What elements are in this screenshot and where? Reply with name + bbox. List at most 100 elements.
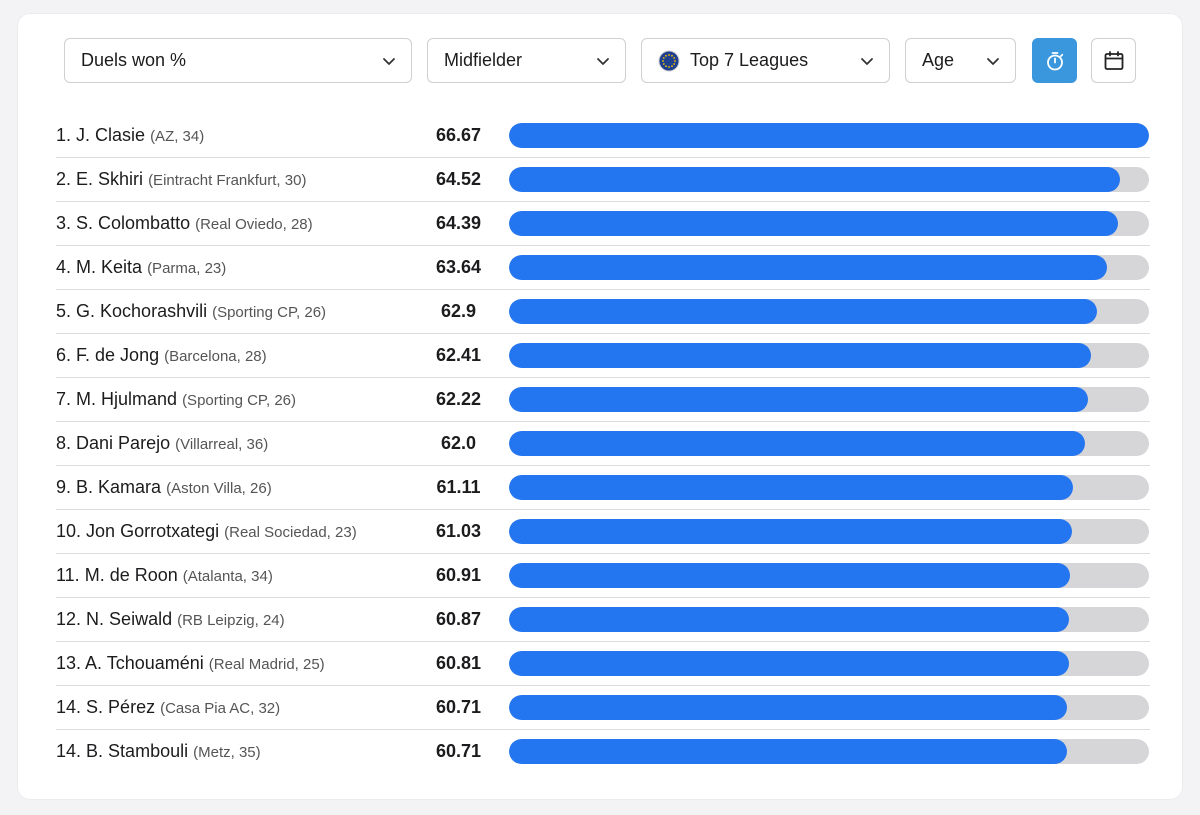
value-bar-fill (509, 255, 1108, 280)
player-name-cell: 5. G. Kochorashvili (Sporting CP, 26) (56, 290, 326, 333)
player-row[interactable]: 8. Dani Parejo (Villarreal, 36) 62.0 (56, 422, 1150, 466)
player-name: B. Stambouli (86, 741, 189, 761)
player-row[interactable]: 13. A. Tchouaméni (Real Madrid, 25) 60.81 (56, 642, 1150, 686)
player-value: 60.81 (435, 653, 482, 673)
value-bar-track (509, 651, 1149, 676)
filter-toolbar: Duels won % Midfielder Top 7 Leagues Age (18, 14, 1182, 114)
value-bar-track (509, 255, 1149, 280)
position-select[interactable]: Midfielder (427, 38, 626, 83)
player-rank: 14. (56, 741, 82, 761)
player-row[interactable]: 3. S. Colombatto (Real Oviedo, 28) 64.39 (56, 202, 1150, 246)
player-name: Jon Gorrotxategi (86, 521, 220, 541)
value-bar-fill (509, 431, 1085, 456)
player-rank: 7. (56, 389, 72, 409)
player-value: 61.03 (435, 521, 482, 541)
player-value: 63.64 (435, 257, 482, 277)
player-row[interactable]: 12. N. Seiwald (RB Leipzig, 24) 60.87 (56, 598, 1150, 642)
value-bar-track (509, 695, 1149, 720)
timer-button[interactable] (1032, 38, 1077, 83)
player-name-cell: 4. M. Keita (Parma, 23) (56, 246, 226, 289)
leaderboard-card: Duels won % Midfielder Top 7 Leagues Age (18, 14, 1182, 799)
player-name-cell: 12. N. Seiwald (RB Leipzig, 24) (56, 598, 285, 641)
value-bar-track (509, 607, 1149, 632)
metric-select-value: Duels won % (81, 50, 187, 70)
player-name-cell: 3. S. Colombatto (Real Oviedo, 28) (56, 202, 313, 245)
player-name-cell: 10. Jon Gorrotxategi (Real Sociedad, 23) (56, 510, 357, 553)
sort-select-value: Age (922, 50, 955, 70)
player-row[interactable]: 5. G. Kochorashvili (Sporting CP, 26) 62.9 (56, 290, 1150, 334)
player-name-cell: 11. M. de Roon (Atalanta, 34) (56, 554, 273, 597)
player-row[interactable]: 11. M. de Roon (Atalanta, 34) 60.91 (56, 554, 1150, 598)
stopwatch-icon (1046, 51, 1063, 70)
player-name-cell: 7. M. Hjulmand (Sporting CP, 26) (56, 378, 296, 421)
value-bar-track (509, 563, 1149, 588)
player-rank: 6. (56, 345, 72, 365)
sort-select[interactable]: Age (905, 38, 1016, 83)
player-value: 60.71 (435, 697, 482, 717)
player-club-age: (Parma, 23) (147, 260, 227, 277)
player-row[interactable]: 6. F. de Jong (Barcelona, 28) 62.41 (56, 334, 1150, 378)
player-club-age: (Sporting CP, 26) (212, 304, 327, 321)
player-rank: 11. (56, 565, 80, 585)
player-value: 60.91 (435, 565, 482, 585)
player-club-age: (Aston Villa, 26) (166, 480, 272, 497)
value-bar-fill (509, 299, 1098, 324)
player-row[interactable]: 10. Jon Gorrotxategi (Real Sociedad, 23) 6… (56, 510, 1150, 554)
chevron-down-icon (383, 58, 395, 65)
league-select[interactable]: Top 7 Leagues (641, 38, 890, 83)
player-row[interactable]: 1. J. Clasie (AZ, 34) 66.67 (56, 114, 1150, 158)
player-name: S. Colombatto (76, 213, 191, 233)
player-row[interactable]: 14. B. Stambouli (Metz, 35) 60.71 (56, 730, 1150, 774)
player-name: M. Hjulmand (76, 389, 178, 409)
value-bar-fill (509, 123, 1149, 148)
value-bar-fill (509, 651, 1069, 676)
value-bar-fill (509, 211, 1118, 236)
player-row[interactable]: 4. M. Keita (Parma, 23) 63.64 (56, 246, 1150, 290)
value-bar-track (509, 343, 1149, 368)
player-club-age: (Real Sociedad, 23) (224, 524, 357, 541)
player-ranking-list: 1. J. Clasie (AZ, 34) 66.67 2. E. Skhiri (Ei… (56, 114, 1150, 774)
value-bar-track (509, 739, 1149, 764)
player-club-age: (Metz, 35) (193, 744, 261, 761)
player-club-age: (Real Madrid, 25) (208, 656, 325, 673)
player-name-cell: 1. J. Clasie (AZ, 34) (56, 114, 204, 157)
chevron-down-icon (597, 58, 609, 65)
player-rank: 9. (56, 477, 72, 497)
player-value: 61.11 (436, 477, 481, 497)
player-club-age: (Real Oviedo, 28) (195, 216, 313, 233)
europe-flag-icon (658, 50, 680, 71)
position-select-value: Midfielder (444, 50, 523, 70)
player-row[interactable]: 2. E. Skhiri (Eintracht Frankfurt, 30) 64.… (56, 158, 1150, 202)
player-name: E. Skhiri (76, 169, 144, 189)
player-name-cell: 8. Dani Parejo (Villarreal, 36) (56, 422, 268, 465)
player-value: 64.39 (435, 213, 482, 233)
player-rank: 14. (56, 697, 82, 717)
value-bar-track (509, 123, 1149, 148)
value-bar-fill (509, 519, 1072, 544)
value-bar-track (509, 167, 1149, 192)
player-club-age: (Sporting CP, 26) (182, 392, 297, 409)
calendar-icon (1104, 50, 1123, 70)
player-club-age: (Eintracht Frankfurt, 30) (148, 172, 307, 189)
player-name: M. de Roon (84, 565, 178, 585)
value-bar-fill (509, 167, 1120, 192)
player-row[interactable]: 9. B. Kamara (Aston Villa, 26) 61.11 (56, 466, 1150, 510)
player-value: 62.9 (440, 301, 477, 321)
player-name: Dani Parejo (76, 433, 171, 453)
player-row[interactable]: 14. S. Pérez (Casa Pia AC, 32) 60.71 (56, 686, 1150, 730)
value-bar-fill (509, 475, 1073, 500)
player-value: 60.71 (435, 741, 482, 761)
player-value: 60.87 (435, 609, 482, 629)
player-name: B. Kamara (76, 477, 162, 497)
player-value: 66.67 (435, 125, 482, 145)
player-rank: 4. (56, 257, 72, 277)
calendar-button[interactable] (1091, 38, 1136, 83)
chevron-down-icon (861, 58, 873, 65)
player-name-cell: 6. F. de Jong (Barcelona, 28) (56, 334, 267, 377)
value-bar-fill (509, 387, 1088, 412)
player-club-age: (Villarreal, 36) (175, 436, 269, 453)
player-name: A. Tchouaméni (85, 653, 204, 673)
player-row[interactable]: 7. M. Hjulmand (Sporting CP, 26) 62.22 (56, 378, 1150, 422)
player-rank: 5. (56, 301, 72, 321)
metric-select[interactable]: Duels won % (64, 38, 412, 83)
